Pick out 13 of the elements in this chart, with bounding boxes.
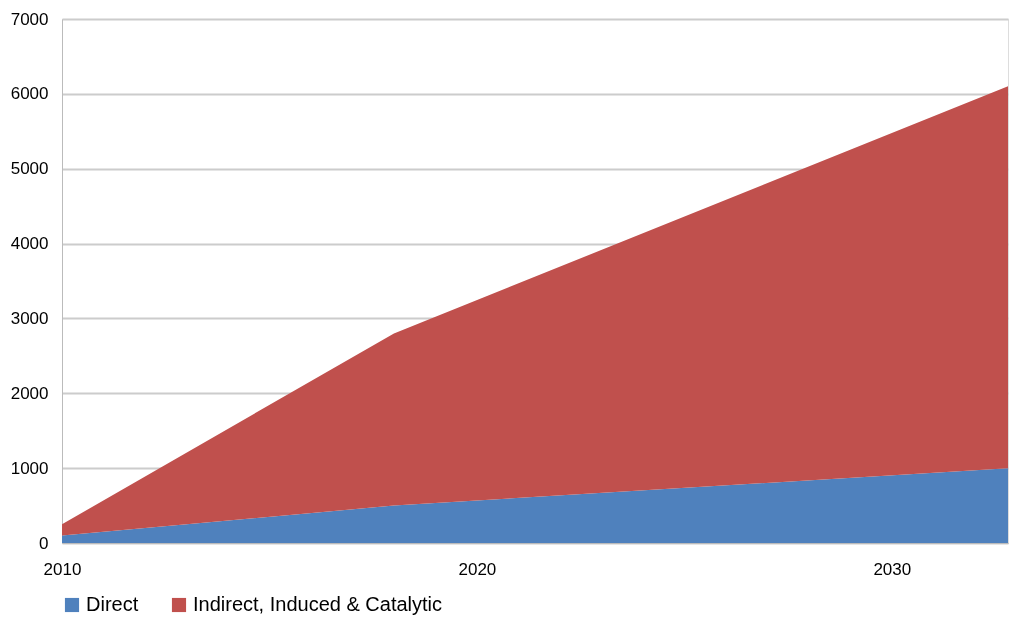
x-tick-label: 2010: [43, 559, 82, 579]
y-tick-label: 6000: [10, 84, 49, 104]
x-tick-label: 2030: [873, 559, 912, 579]
y-tick-label: 7000: [10, 9, 49, 29]
y-tick-label: 1000: [10, 458, 49, 478]
legend-label: Direct: [86, 593, 139, 615]
y-tick-label: 0: [39, 533, 49, 553]
legend-label: Indirect, Induced & Catalytic: [193, 593, 443, 615]
x-tick-label: 2020: [458, 559, 497, 579]
y-tick-label: 2000: [10, 383, 49, 403]
y-tick-label: 4000: [10, 234, 49, 254]
y-tick-label: 3000: [10, 308, 49, 328]
y-tick-label: 5000: [10, 159, 49, 179]
